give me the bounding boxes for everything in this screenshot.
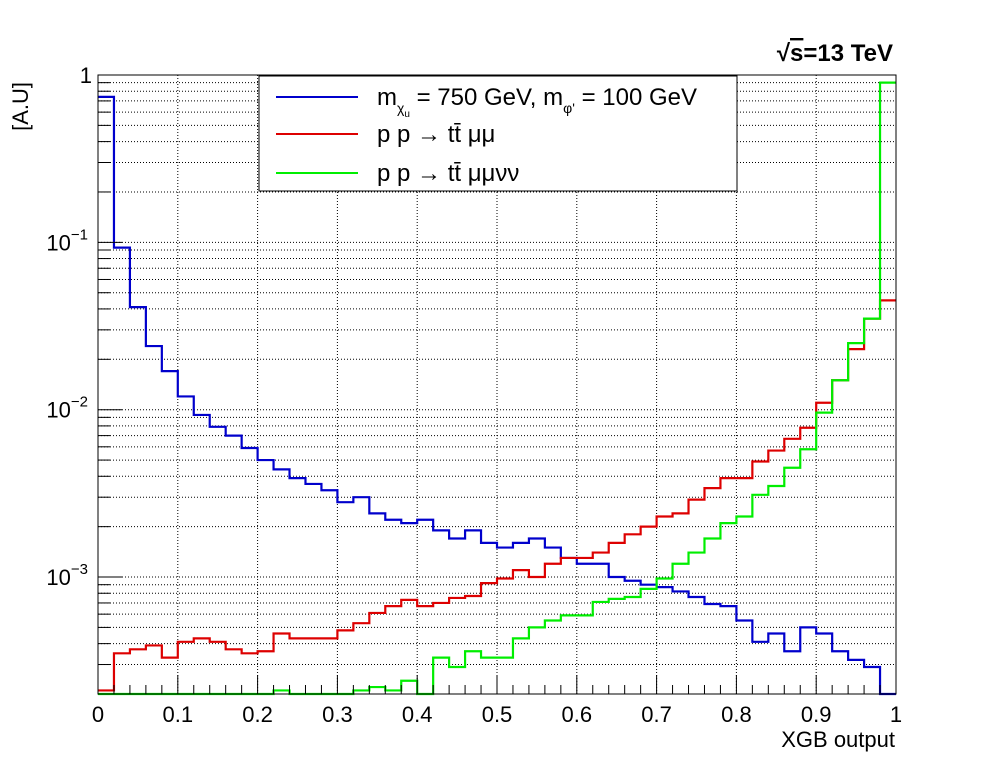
- legend-label-signal: mχu = 750 GeV, mφ' = 100 GeV: [377, 84, 697, 120]
- histogram-series-1: [98, 299, 896, 692]
- y-tick-label: 10−3: [46, 561, 88, 590]
- y-tick-label: 10−2: [46, 394, 88, 423]
- tick-labels: 0 0.1 0.2 0.3 0.4 0.5 0.6 0.7 0.8 0.9 1 1 10−1 10−2 10…: [46, 63, 902, 727]
- energy-value: =13 TeV: [803, 40, 893, 67]
- x-tick-label: 0.6: [562, 702, 593, 727]
- y-tick-label: 1: [80, 63, 92, 88]
- x-tick-label: 0.2: [242, 702, 273, 727]
- legend-label-ttmumununu: p p → tt̄ μμνν: [377, 160, 519, 187]
- legend: mχu = 750 GeV, mφ' = 100 GeV p p → tt̄ μ…: [258, 75, 738, 192]
- x-axis-title: XGB output: [781, 727, 895, 752]
- y-tick-label: 10−1: [46, 226, 88, 255]
- x-tick-label: 0.4: [402, 702, 433, 727]
- x-tick-label: 0.8: [721, 702, 752, 727]
- energy-label: √s=13 TeV: [777, 40, 893, 67]
- y-axis-title: [A.U]: [8, 82, 33, 131]
- x-tick-label: 0.9: [801, 702, 832, 727]
- x-tick-label: 0: [92, 702, 104, 727]
- legend-label-ttmumu: p p → tt̄ μμ: [377, 121, 495, 148]
- x-tick-label: 1: [890, 702, 902, 727]
- x-tick-label: 0.7: [641, 702, 672, 727]
- x-tick-label: 0.3: [322, 702, 353, 727]
- energy-s: s: [790, 40, 803, 67]
- sqrt-symbol: √: [777, 40, 791, 67]
- histogram-series-0: [98, 95, 896, 696]
- x-tick-label: 0.1: [163, 702, 194, 727]
- axis-ticks: [97, 74, 897, 695]
- x-tick-label: 0.5: [482, 702, 513, 727]
